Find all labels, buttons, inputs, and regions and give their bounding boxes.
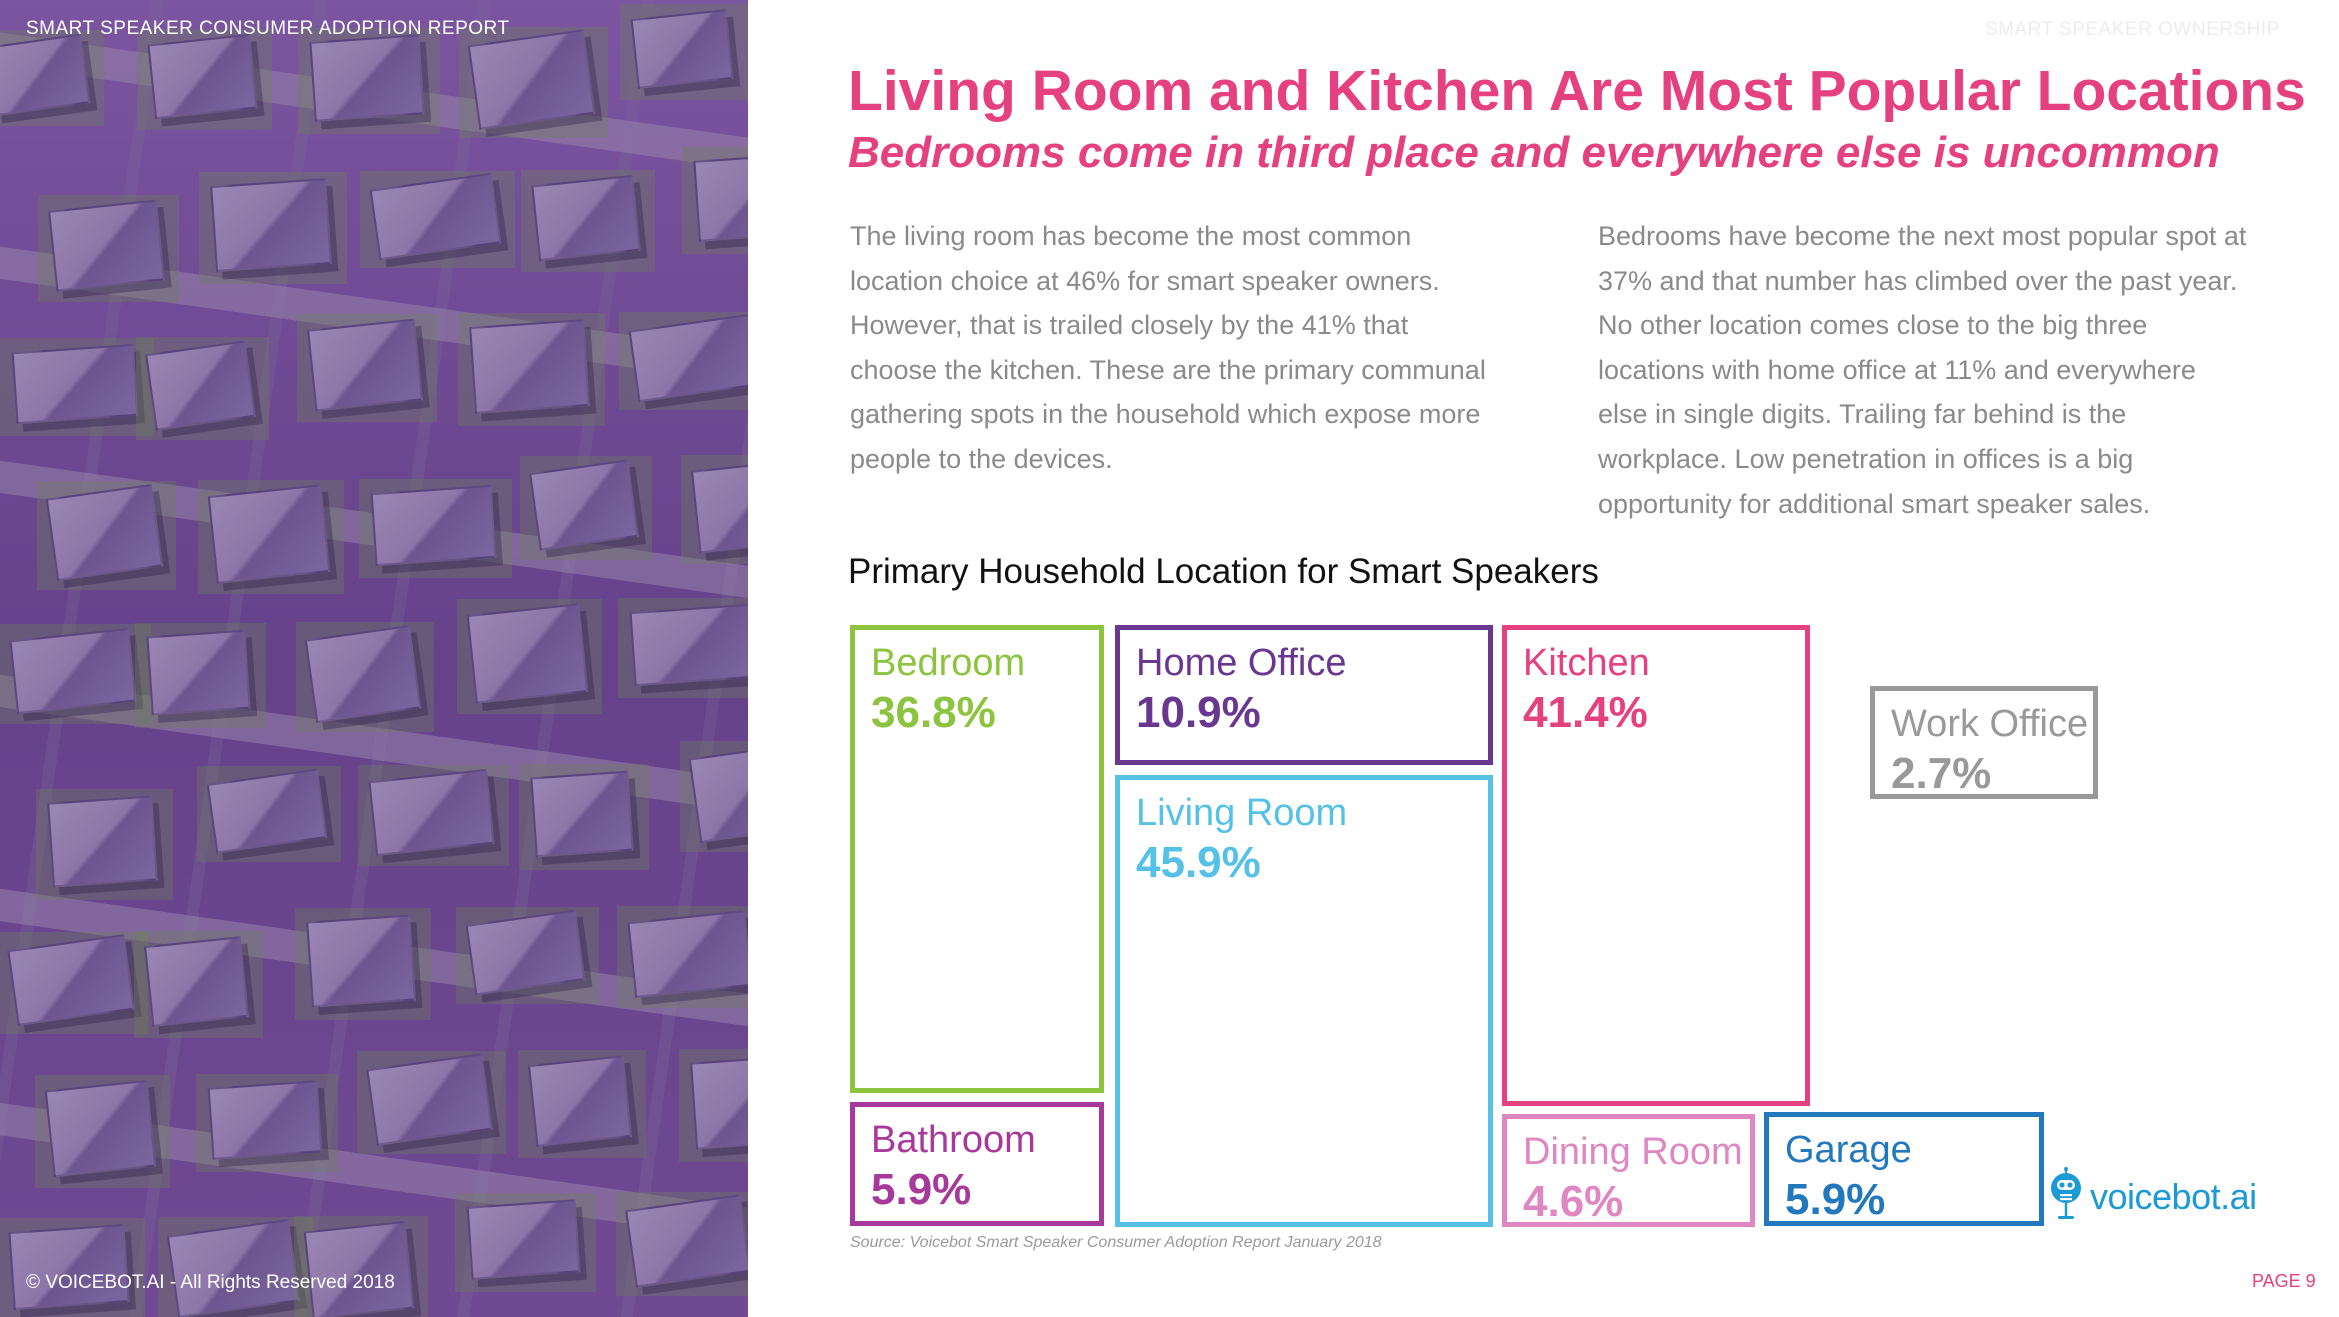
tile-label: Living Room [1136,792,1348,834]
source-note: Source: Voicebot Smart Speaker Consumer … [850,1234,1382,1251]
copyright-text: © VOICEBOT.AI - All Rights Reserved 2018 [26,1272,395,1293]
tile-value: 36.8% [871,688,996,737]
house [690,1055,748,1150]
body-text-left: The living room has become the most comm… [850,221,1486,474]
tile-value: 45.9% [1136,838,1261,887]
house [207,1080,323,1160]
house [688,744,748,843]
house [146,629,251,716]
tile-value: 10.9% [1136,688,1261,737]
house [466,603,589,704]
tile-label: Bedroom [871,642,1026,684]
house [466,1199,581,1280]
house [690,459,748,554]
tile-bathroom: Bathroom 5.9% [850,1102,1104,1226]
tile-label: Dining Room [1523,1131,1743,1173]
house [147,33,258,120]
house [530,770,634,858]
house [48,199,165,292]
house [627,910,748,998]
tile-home-office: Home Office 10.9% [1115,625,1493,765]
tile-label: Work Office [1891,703,2089,745]
tile-value: 4.6% [1523,1177,1624,1226]
tile-living-room: Living Room 45.9% [1115,775,1493,1227]
house [303,1220,415,1317]
page-subtitle: Bedrooms come in third place and everywh… [848,128,2220,177]
house [307,318,423,412]
report-label: SMART SPEAKER CONSUMER ADOPTION REPORT [26,18,510,39]
tile-work-office: Work Office 2.7% [1870,686,2098,799]
body-text-right: Bedrooms have become the next most popul… [1598,221,2247,519]
house [366,1053,493,1146]
house [7,934,135,1026]
house [629,603,748,687]
tile-value: 2.7% [1891,749,1992,798]
page-title: Living Room and Kitchen Are Most Popular… [848,59,2306,123]
voicebot-logo: voicebot.ai [2046,1162,2257,1230]
aerial-photo-panel: SMART SPEAKER CONSUMER ADOPTION REPORT ©… [0,0,748,1317]
house [47,795,158,888]
house [45,483,164,582]
tile-label: Bathroom [871,1119,1036,1161]
section-label: SMART SPEAKER OWNERSHIP [1985,19,2280,40]
house [467,29,596,130]
house [306,914,416,1008]
tile-label: Kitchen [1523,642,1650,684]
house [207,484,331,584]
tile-label: Home Office [1136,642,1347,684]
house [145,340,256,431]
house [144,936,249,1027]
tile-dining-room: Dining Room 4.6% [1502,1114,1755,1227]
tile-value: 5.9% [871,1165,972,1214]
house [625,1194,748,1288]
house [166,1218,301,1317]
house [531,174,641,262]
tile-label: Garage [1785,1129,1912,1171]
tile-kitchen: Kitchen 41.4% [1502,625,1810,1106]
tile-garage: Garage 5.9% [1764,1112,2044,1226]
logo-text: voicebot.ai [2090,1176,2257,1217]
house [0,33,91,117]
house [693,153,748,242]
house [210,178,332,272]
house [469,319,590,414]
page-number: PAGE 9 [2252,1271,2316,1291]
house [527,1055,633,1147]
house [8,1224,130,1310]
tile-bedroom: Bedroom 36.8% [850,625,1104,1093]
house [9,627,137,715]
tile-value: 41.4% [1523,688,1648,737]
house [370,484,497,567]
house [44,1079,157,1178]
house [11,343,139,425]
house [309,34,425,122]
house [304,625,422,723]
house [529,459,639,551]
chart-title: Primary Household Location for Smart Spe… [848,552,1599,591]
house [368,768,495,857]
house [630,9,734,89]
tile-value: 5.9% [1785,1175,1886,1224]
robot-microphone-icon [2051,1167,2081,1219]
